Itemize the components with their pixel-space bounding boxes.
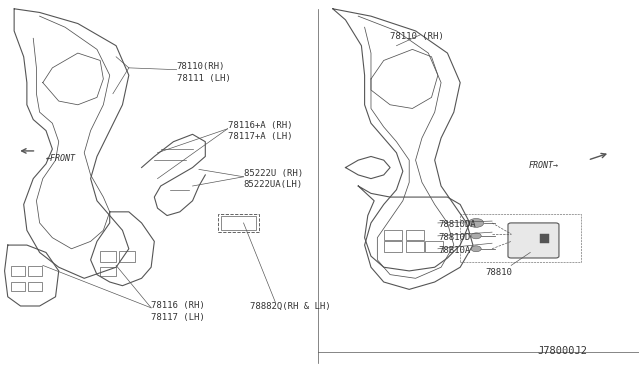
Text: 78111 (LH): 78111 (LH) <box>177 74 230 83</box>
Text: 78110 (RH): 78110 (RH) <box>390 32 444 41</box>
Text: 78116+A (RH): 78116+A (RH) <box>228 121 292 129</box>
Bar <box>460 214 581 262</box>
Bar <box>11 266 25 276</box>
Bar <box>100 251 116 262</box>
Text: 78117+A (LH): 78117+A (LH) <box>228 132 292 141</box>
Bar <box>406 230 424 240</box>
FancyBboxPatch shape <box>508 223 559 258</box>
Text: FRONT→: FRONT→ <box>529 161 559 170</box>
Bar <box>119 251 135 262</box>
Text: 78116 (RH): 78116 (RH) <box>151 301 205 311</box>
Bar <box>384 241 401 253</box>
Bar <box>221 215 256 230</box>
Text: 78110(RH): 78110(RH) <box>177 61 225 71</box>
Bar <box>28 282 42 291</box>
Circle shape <box>468 218 484 227</box>
Text: 78810: 78810 <box>486 268 513 277</box>
Text: 78810D: 78810D <box>438 233 470 242</box>
Bar <box>406 241 424 253</box>
Bar <box>218 214 259 232</box>
Text: 78117 (LH): 78117 (LH) <box>151 312 205 321</box>
Bar <box>425 241 443 253</box>
Text: 78810DA: 78810DA <box>438 220 476 229</box>
Text: ←FRONT: ←FRONT <box>46 154 76 163</box>
Text: 85222U (RH): 85222U (RH) <box>244 169 303 177</box>
Bar <box>540 234 549 243</box>
Bar <box>28 266 42 276</box>
Text: 78882Q(RH & LH): 78882Q(RH & LH) <box>250 301 330 311</box>
Text: 78B10A: 78B10A <box>438 246 470 255</box>
Text: 85222UA(LH): 85222UA(LH) <box>244 180 303 189</box>
Bar <box>384 230 401 240</box>
Bar <box>11 282 25 291</box>
Text: J78000J2: J78000J2 <box>537 346 587 356</box>
Bar <box>100 267 116 276</box>
Circle shape <box>471 233 481 239</box>
Circle shape <box>471 246 481 252</box>
